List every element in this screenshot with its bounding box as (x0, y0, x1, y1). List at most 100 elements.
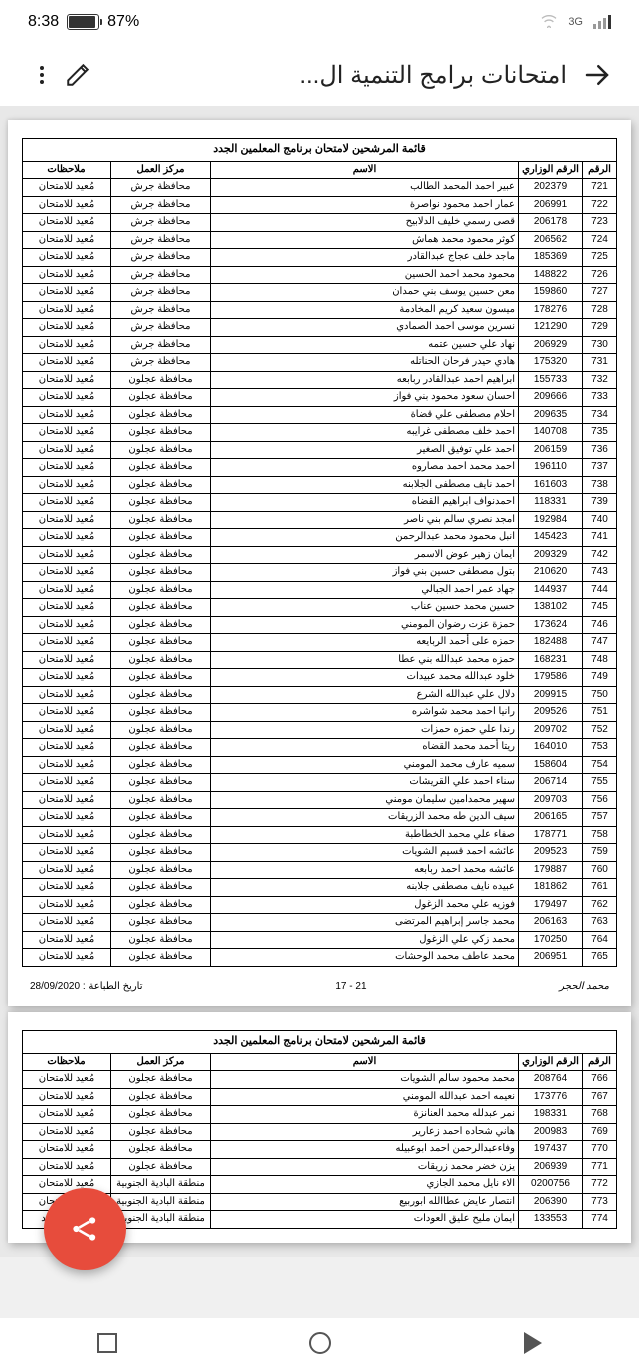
table-row: 739118331احمدنواف ابراهيم القضاهمحافظة ع… (23, 494, 617, 512)
cell-id: 202379 (519, 179, 583, 197)
cell-num: 759 (583, 844, 617, 862)
table-row: 728178276ميسون سعيد كريم المخادمةمحافظة … (23, 301, 617, 319)
cell-note: مُعيد للامتحان (23, 301, 111, 319)
cell-note: مُعيد للامتحان (23, 424, 111, 442)
cell-id: 175320 (519, 354, 583, 372)
th-loc: مركز العمل (111, 161, 211, 179)
cell-loc: محافظة عجلون (111, 1123, 211, 1141)
table-row: 724206562كوثر محمود محمد هماشمحافظة جرشم… (23, 231, 617, 249)
cell-loc: محافظة عجلون (111, 931, 211, 949)
table-row: 761181862عبيده نايف مصطفى جلابنهمحافظة ع… (23, 879, 617, 897)
document-viewer[interactable]: قائمة المرشحين لامتحان برنامج المعلمين ا… (0, 106, 639, 1257)
table-row: 730206929نهاد علي حسين عتمهمحافظة جرشمُع… (23, 336, 617, 354)
menu-button[interactable] (24, 57, 60, 93)
cell-loc: محافظة عجلون (111, 826, 211, 844)
candidates-table-1: قائمة المرشحين لامتحان برنامج المعلمين ا… (22, 138, 617, 967)
cell-id: 196110 (519, 459, 583, 477)
cell-loc: محافظة عجلون (111, 669, 211, 687)
cell-num: 753 (583, 739, 617, 757)
cell-name: هادي حيدر فرحان الحناتله (211, 354, 519, 372)
cell-note: مُعيد للامتحان (23, 371, 111, 389)
back-button[interactable] (579, 57, 615, 93)
cell-loc: محافظة جرش (111, 354, 211, 372)
cell-loc: محافظة عجلون (111, 686, 211, 704)
cell-loc: محافظة عجلون (111, 564, 211, 582)
table-caption: قائمة المرشحين لامتحان برنامج المعلمين ا… (23, 139, 617, 162)
cell-loc: محافظة عجلون (111, 459, 211, 477)
cell-id: 173624 (519, 616, 583, 634)
cell-loc: منطقة البادية الجنوبية (111, 1193, 211, 1211)
cell-note: مُعيد للامتحان (23, 809, 111, 827)
cell-loc: محافظة عجلون (111, 739, 211, 757)
cell-note: مُعيد للامتحان (23, 721, 111, 739)
cell-num: 723 (583, 214, 617, 232)
cell-note: مُعيد للامتحان (23, 476, 111, 494)
document-page-1: قائمة المرشحين لامتحان برنامج المعلمين ا… (8, 120, 631, 1006)
cell-name: عبير احمد المحمد الطالب (211, 179, 519, 197)
table-row: 748168231حمزه محمد عبدالله بني عطامحافظة… (23, 651, 617, 669)
share-button[interactable] (44, 1188, 126, 1270)
cell-loc: محافظة عجلون (111, 774, 211, 792)
cell-num: 765 (583, 949, 617, 967)
cell-name: عائشه محمد احمد ربابعه (211, 861, 519, 879)
cell-name: جهاد عمر احمد الجبالي (211, 581, 519, 599)
cell-name: احمد نايف مصطفى الجلابنه (211, 476, 519, 494)
table-row: 744144937جهاد عمر احمد الجباليمحافظة عجل… (23, 581, 617, 599)
page-title: امتحانات برامج التنمية ال... (96, 61, 579, 90)
cell-num: 749 (583, 669, 617, 687)
cell-name: عمار احمد محمود نواصرة (211, 196, 519, 214)
cell-num: 751 (583, 704, 617, 722)
cell-name: احمد محمد احمد مصاروه (211, 459, 519, 477)
table-row: 756209703سهير محمدامين سليمان مومنيمحافظ… (23, 791, 617, 809)
cell-id: 179586 (519, 669, 583, 687)
cell-num: 724 (583, 231, 617, 249)
cell-name: احمد علي توفيق الصغير (211, 441, 519, 459)
cell-loc: محافظة جرش (111, 196, 211, 214)
cell-num: 732 (583, 371, 617, 389)
cell-note: مُعيد للامتحان (23, 756, 111, 774)
cell-num: 731 (583, 354, 617, 372)
table-header-row: الرقم الرقم الوزاري الاسم مركز العمل ملا… (23, 161, 617, 179)
nav-back-button[interactable] (515, 1325, 551, 1361)
table-row: 751209526رانيا احمد محمد شواشرهمحافظة عج… (23, 704, 617, 722)
cell-id: 145423 (519, 529, 583, 547)
battery-pct: 87% (107, 13, 139, 31)
cell-note: مُعيد للامتحان (23, 581, 111, 599)
nav-recent-button[interactable] (89, 1325, 125, 1361)
cell-id: 209703 (519, 791, 583, 809)
cell-loc: محافظة عجلون (111, 949, 211, 967)
cell-loc: محافظة عجلون (111, 704, 211, 722)
th-loc: مركز العمل (111, 1053, 211, 1071)
table-row: 736206159احمد علي توفيق الصغيرمحافظة عجل… (23, 441, 617, 459)
cell-num: 735 (583, 424, 617, 442)
cell-id: 121290 (519, 319, 583, 337)
cell-name: حمزة عزت رضوان المومني (211, 616, 519, 634)
cell-note: مُعيد للامتحان (23, 459, 111, 477)
cell-loc: محافظة عجلون (111, 511, 211, 529)
cell-loc: محافظة عجلون (111, 581, 211, 599)
edit-button[interactable] (60, 57, 96, 93)
nav-home-button[interactable] (302, 1325, 338, 1361)
cell-name: حمزه محمد عبدالله بني عطا (211, 651, 519, 669)
table-row: 767173776نعيمه احمد عبدالله المومنيمحافظ… (23, 1088, 617, 1106)
cell-loc: محافظة عجلون (111, 371, 211, 389)
cell-id: 209702 (519, 721, 583, 739)
cell-name: فوزيه علي محمد الزغول (211, 896, 519, 914)
cell-note: مُعيد للامتحان (23, 214, 111, 232)
cell-id: 206178 (519, 214, 583, 232)
cell-loc: محافظة عجلون (111, 1106, 211, 1124)
cell-note: مُعيد للامتحان (23, 651, 111, 669)
cell-num: 768 (583, 1106, 617, 1124)
page-number: 21 - 17 (335, 981, 366, 992)
cell-note: مُعيد للامتحان (23, 546, 111, 564)
cell-loc: محافظة جرش (111, 179, 211, 197)
cell-note: مُعيد للامتحان (23, 686, 111, 704)
cell-loc: محافظة عجلون (111, 546, 211, 564)
cell-name: سميه عارف محمد المومني (211, 756, 519, 774)
cell-id: 200983 (519, 1123, 583, 1141)
cell-loc: محافظة عجلون (111, 441, 211, 459)
cell-id: 206929 (519, 336, 583, 354)
cell-id: 0200756 (519, 1176, 583, 1194)
cell-name: انبل محمود محمد عبدالرحمن (211, 529, 519, 547)
cell-num: 739 (583, 494, 617, 512)
